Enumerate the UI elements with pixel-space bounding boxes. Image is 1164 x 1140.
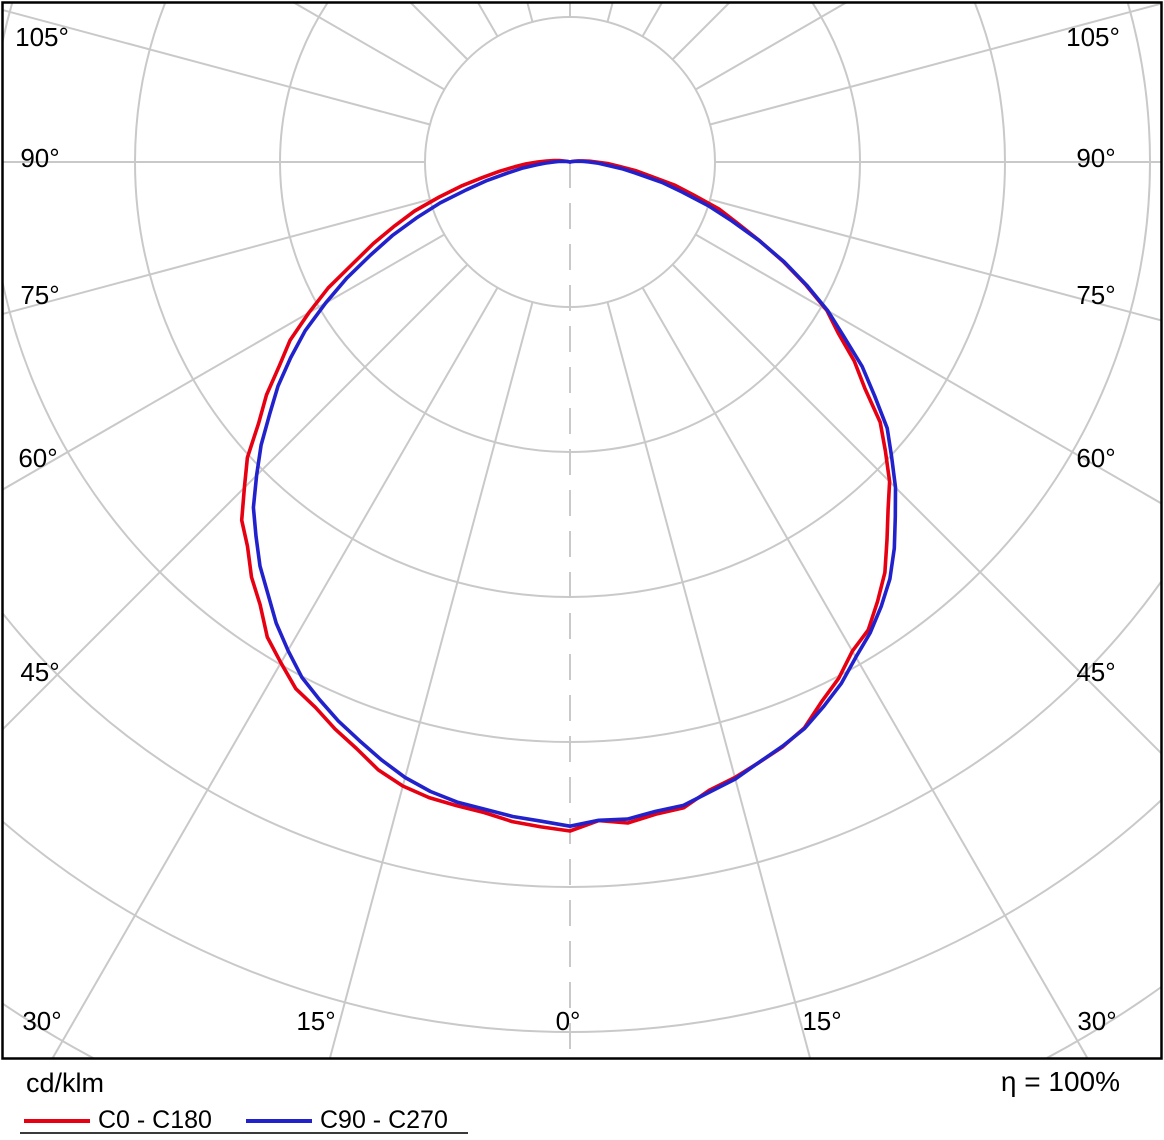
legend-label-c0-c180: C0 - C180 <box>98 1106 212 1134</box>
efficiency-label: η = 100% <box>1000 1066 1120 1097</box>
angle-label-15: 15° <box>802 1006 841 1036</box>
grid-radial-line <box>477 3 499 37</box>
grid-radial-line <box>3 233 445 491</box>
grid-radial-line <box>3 198 431 315</box>
grid-radial-line <box>709 198 1161 322</box>
legend-underline <box>20 1132 468 1134</box>
legend-swatch-c90-c270 <box>246 1119 312 1123</box>
angle-label-45: 45° <box>1076 657 1115 687</box>
grid-ring <box>3 580 1161 888</box>
angle-label-90: 90° <box>20 143 59 173</box>
grid-radial-line <box>3 263 469 730</box>
angle-label-45: 45° <box>20 657 59 687</box>
angle-label-0: 0° <box>556 1006 581 1036</box>
plot-border <box>1 1 1163 1060</box>
curve-c90-c270 <box>251 159 898 828</box>
grid-radial-line <box>671 263 1161 754</box>
angle-label-15: 15° <box>296 1006 335 1036</box>
grid-radial-line <box>51 287 499 1058</box>
angle-label-60: 60° <box>18 443 57 473</box>
angle-label-75: 75° <box>20 280 59 310</box>
grid-radial-line <box>3 9 431 126</box>
angle-label-30: 30° <box>1077 1006 1116 1036</box>
angle-label-60: 60° <box>1076 443 1115 473</box>
angle-label-105: 105° <box>1066 22 1120 52</box>
grid-radial-line <box>709 3 1161 126</box>
grid-radial-line <box>410 3 469 61</box>
legend-swatch-c0-c180 <box>24 1119 90 1123</box>
angle-label-105: 105° <box>15 22 69 52</box>
grid-radial-line <box>606 301 811 1058</box>
legend-label-c90-c270: C90 - C270 <box>320 1106 448 1134</box>
grid-radial-line <box>641 287 1089 1058</box>
grid-ring <box>3 3 1151 743</box>
grid-radial-line <box>329 301 534 1058</box>
angle-label-90: 90° <box>1076 143 1115 173</box>
grid-ring <box>3 799 1161 1033</box>
angle-label-30: 30° <box>22 1006 61 1036</box>
units-label: cd/klm <box>26 1068 105 1098</box>
grid-radial-line <box>695 233 1161 505</box>
curve-c0-c180 <box>239 158 892 833</box>
angle-label-75: 75° <box>1076 280 1115 310</box>
